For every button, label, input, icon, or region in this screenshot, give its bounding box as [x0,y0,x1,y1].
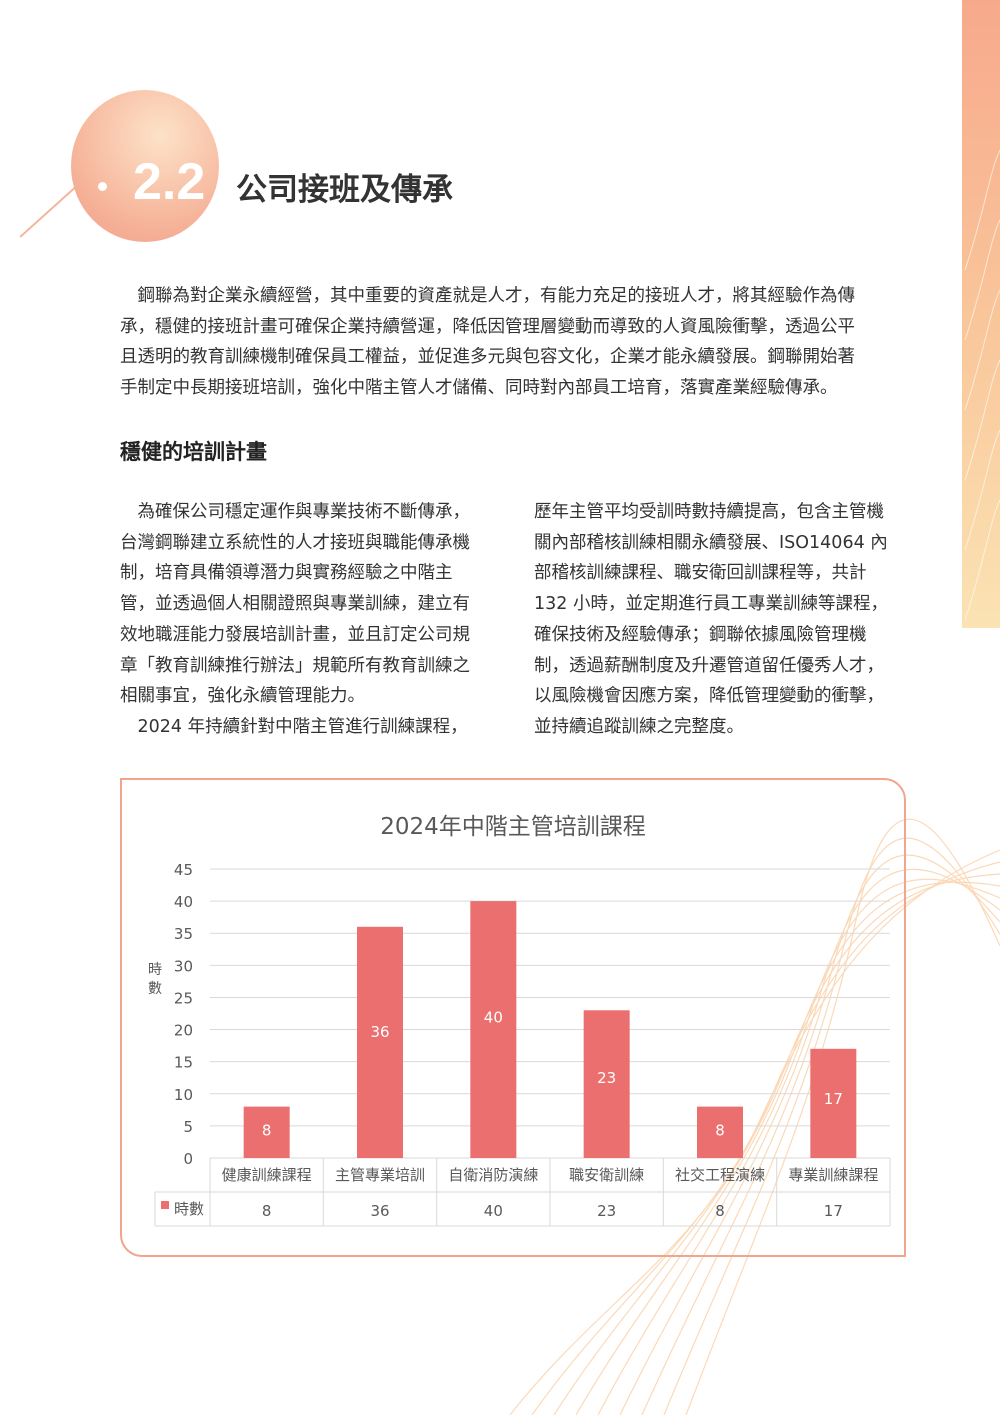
table-value: 17 [824,1202,843,1220]
bar [243,1106,290,1158]
right-column-paragraph: 歷年主管平均受訓時數持續提高，包含主管機 關內部稽核訓練相關永續發展、ISO140… [534,497,888,743]
y-tick-label: 0 [183,1150,193,1168]
bar-data-label: 23 [597,1069,616,1087]
text-line: 132 小時，並定期進行員工專業訓練等課程， [534,594,888,615]
bar-data-label: 8 [715,1122,725,1140]
bar [697,1106,743,1158]
decorative-strip [962,0,1000,628]
section-number: 2.2 [133,153,206,211]
legend-label: 時數 [174,1200,204,1218]
bar [583,1010,630,1158]
table-value: 8 [262,1202,272,1220]
wave-line [964,359,1000,481]
text-line: 歷年主管平均受訓時數持續提高，包含主管機 [534,502,884,522]
wave-line [964,499,1000,621]
wave-line [619,868,1000,1415]
text-line: 承，穩健的接班計畫可確保企業持續營運，降低因管理層變動而導致的人資風險衝擊，透過… [120,316,855,337]
intro-paragraph: 鋼聯為對企業永續經營，其中重要的資產就是人才，有能力充足的接班人才，將其經驗作為… [120,281,855,404]
left-column-paragraph: 為確保公司穩定運作與專業技術不斷傳承， 台灣鋼聯建立系統性的人才接班與職能傳承機制… [120,497,470,743]
y-axis-label: 時 [148,962,162,978]
x-category-label: 自衛消防演練 [448,1166,538,1184]
wave-line [553,873,1000,1415]
section-circle [71,90,219,242]
bar-data-label: 40 [484,1009,503,1027]
wave-line [964,289,1000,411]
wave-line [964,219,1000,341]
chart-frame [120,778,906,1257]
text-line: 確保技術及經驗傳承；鋼聯依據風險管理機 [534,624,867,645]
text-line: 管，並透過個人相關證照與專業訓練，建立有 [120,594,470,615]
wave-line [597,878,1000,1415]
y-tick-label: 35 [174,925,193,943]
table-value: 8 [715,1202,725,1220]
text-line: 且透明的教育訓練機制確保員工權益，並促進多元與包容文化，企業才能永續發展。鋼聯開… [120,347,855,368]
bar-data-label: 8 [262,1122,272,1140]
text-line: 為確保公司穩定運作與專業技術不斷傳承， [120,502,470,522]
y-tick-label: 25 [174,989,193,1007]
x-category-label: 健康訓練課程 [222,1166,312,1184]
text-line: 制，培育具備領導潛力與實務經驗之中階主 [120,563,453,584]
y-tick-label: 20 [174,1022,193,1040]
text-line: 手制定中長期接班培訓，強化中階主管人才儲備、同時對內部員工培育，落實產業經驗傳承… [120,378,838,399]
y-tick-label: 40 [174,893,193,911]
bar-data-label: 36 [370,1023,389,1041]
text-line: 鋼聯為對企業永續經營，其中重要的資產就是人才，有能力充足的接班人才，將其經驗作為… [120,286,855,306]
chart-title: 2024年中階主管培訓課程 [380,814,646,840]
subheading: 穩健的培訓計畫 [120,440,267,464]
wave-line [964,429,1000,551]
text-line: 相關事宜，強化永續管理能力。 [120,686,365,707]
y-tick-label: 15 [174,1054,193,1072]
y-tick-label: 45 [174,861,193,879]
bar [357,926,403,1158]
wave-line [575,881,1000,1415]
wave-line [964,149,1000,271]
y-axis-label: 數 [148,981,162,997]
text-line: 制，透過薪酬制度及升遷管道留任優秀人才， [534,655,884,676]
x-category-label: 主管專業培訓 [335,1166,425,1184]
section-title: 公司接班及傳承 [236,172,453,208]
bar [470,901,517,1158]
text-line: 並持續追蹤訓練之完整度。 [534,716,744,737]
table-value: 36 [370,1202,389,1220]
y-tick-label: 30 [174,957,193,975]
table-value: 23 [597,1202,616,1220]
text-line: 效地職涯能力發展培訓計畫，並且訂定公司規 [120,624,470,645]
text-line: 部稽核訓練課程、職安衛回訓課程等，共計 [534,563,867,584]
text-line: 關內部稽核訓練相關永續發展、ISO14064 內 [534,532,888,553]
wave-line [531,861,1000,1415]
x-category-label: 社交工程演練 [675,1166,765,1184]
text-line: 章「教育訓練推行辦法」規範所有教育訓練之 [120,655,470,676]
x-category-label: 職安衛訓練 [569,1166,644,1184]
text-line: 2024 年持續針對中階主管進行訓練課程， [120,716,468,737]
legend-key [161,1201,169,1209]
text-line: 以風險機會因應方案，降低管理變動的衝擊， [534,686,884,707]
y-tick-label: 5 [183,1118,193,1136]
x-category-label: 專業訓練課程 [788,1166,878,1184]
bar-data-label: 17 [824,1090,843,1108]
table-value: 40 [484,1202,503,1220]
text-line: 台灣鋼聯建立系統性的人才接班與職能傳承機 [120,532,470,553]
wave-line [663,837,1000,1415]
decorative-dot [98,182,107,191]
wave-line [641,854,1000,1415]
y-tick-label: 10 [174,1086,193,1104]
bar [810,1048,857,1158]
